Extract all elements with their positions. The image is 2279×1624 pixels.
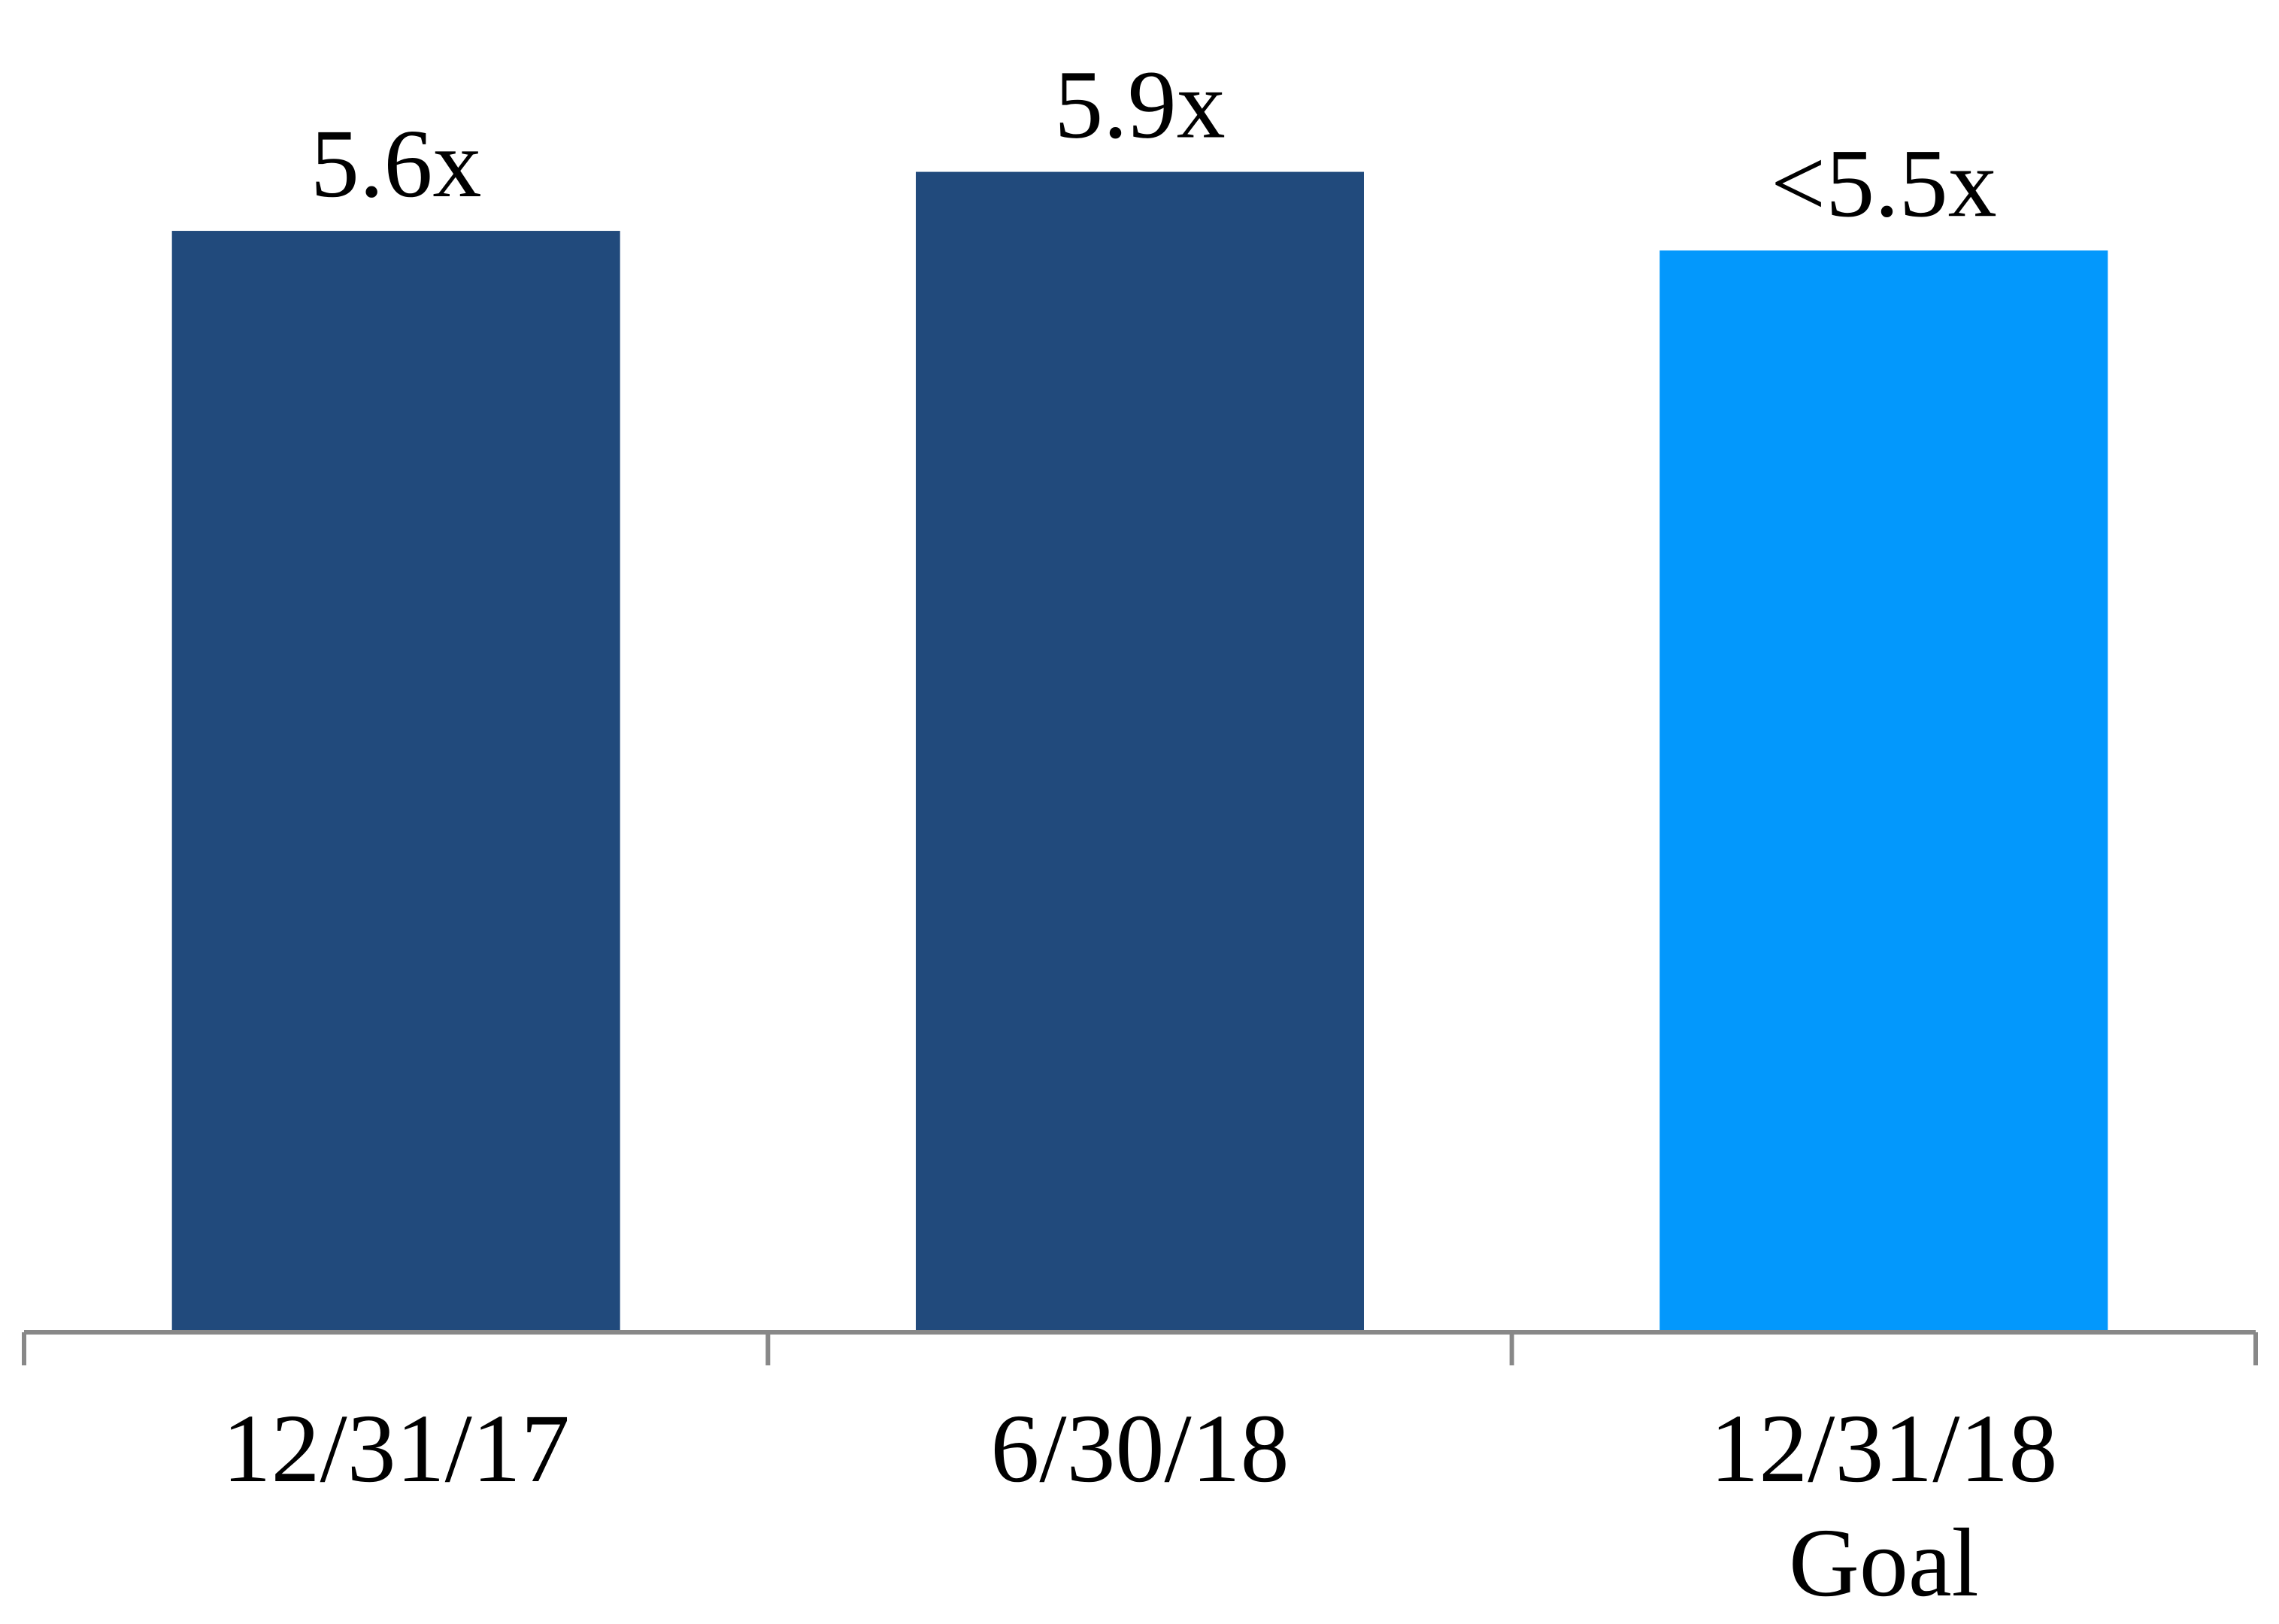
bar-3 [1659,250,2108,1333]
x-tick-label-3-line-2: Goal [1789,1509,1979,1617]
x-tick-label-1: 12/31/17 [223,1395,570,1503]
bars [171,171,2108,1333]
data-label-3: <5.5x [1771,129,1997,238]
bar-1 [171,231,620,1332]
x-axis [22,1330,2258,1365]
x-tick-label-3-line-1: 12/31/18 [1710,1395,2057,1503]
x-tick-label-2: 6/30/18 [990,1395,1289,1503]
data-label-1: 5.6x [311,110,482,218]
data-label-2: 5.9x [1054,51,1226,159]
bar-2 [916,171,1364,1332]
